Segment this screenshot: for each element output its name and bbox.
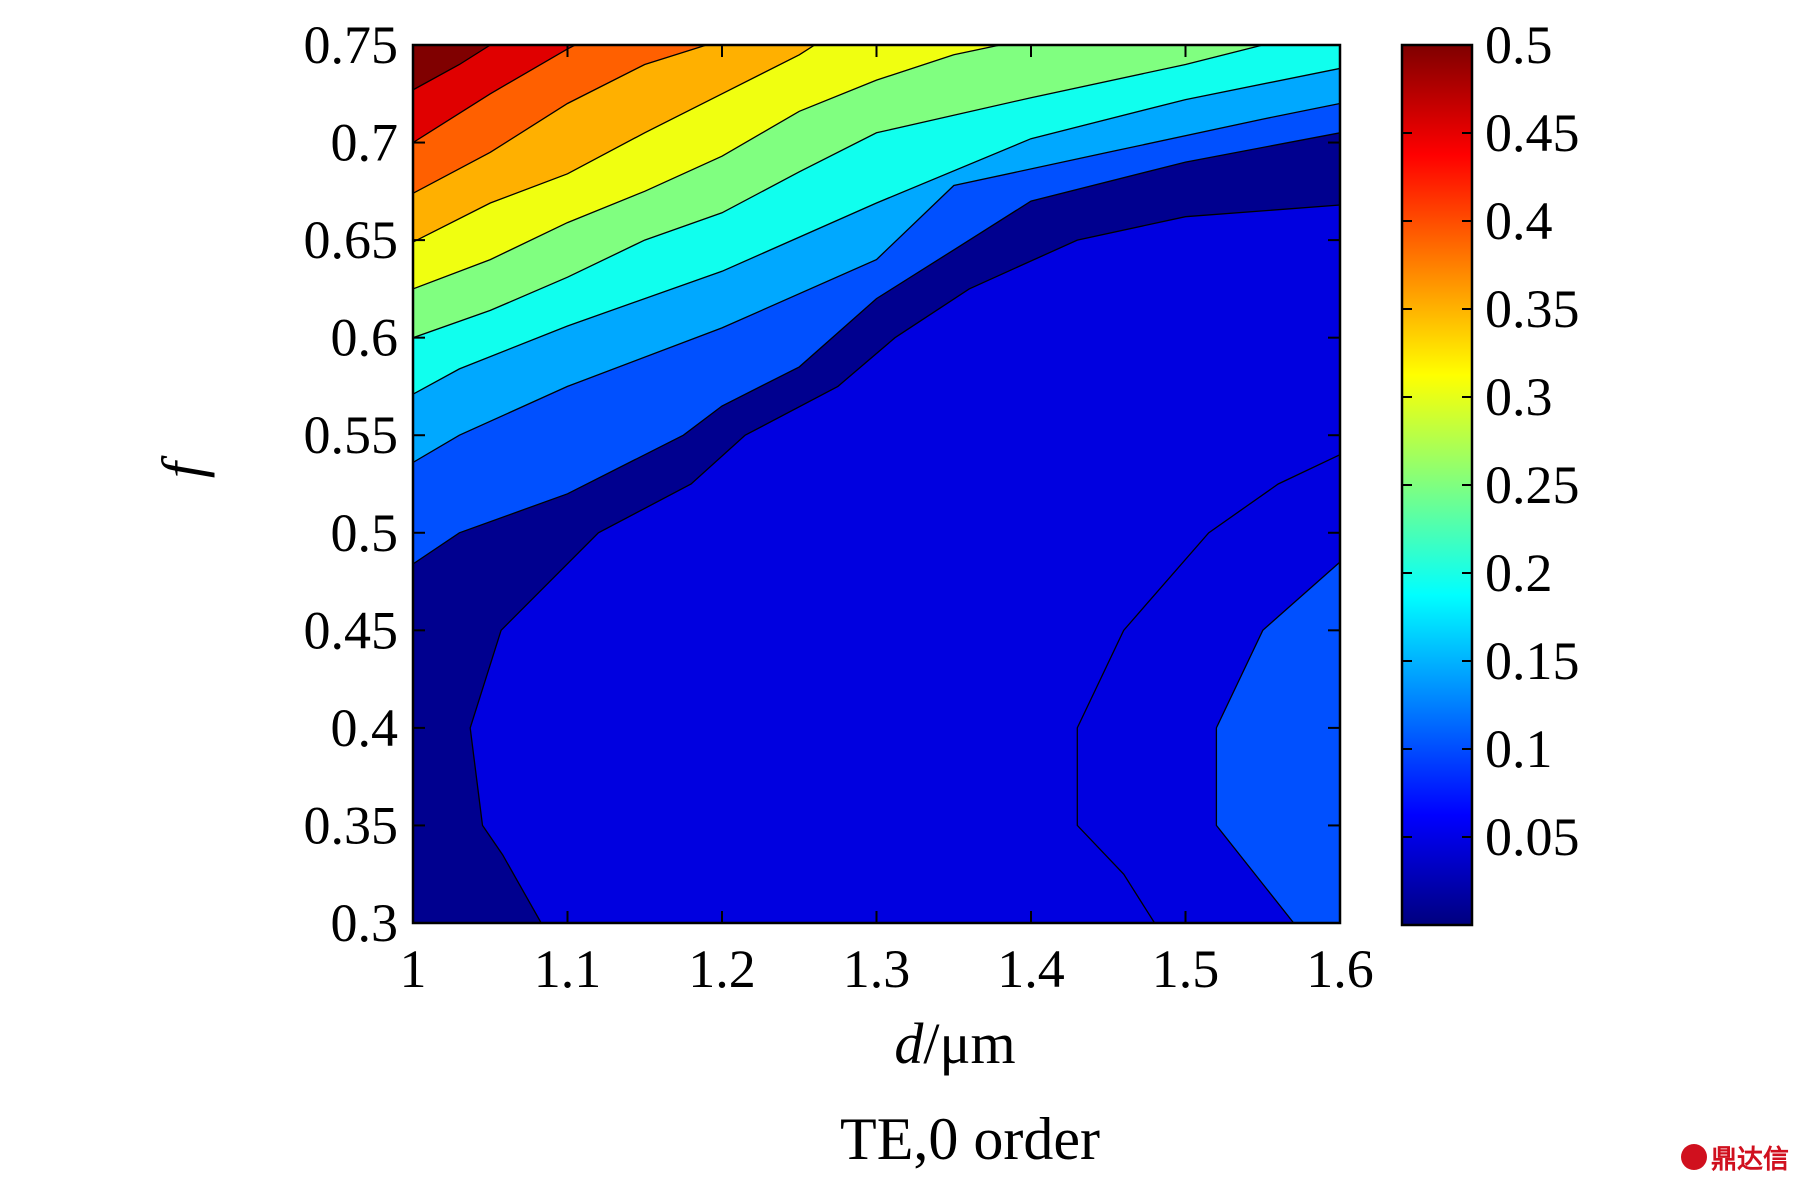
x-tick-label: 1 (400, 939, 427, 999)
contour-line-0.15 (413, 102, 1340, 464)
y-tick-label: 0.65 (304, 210, 399, 270)
contour-line-0.45 (413, 45, 576, 144)
contour-region-0.45 (413, 45, 1340, 143)
x-axis-ticks: 1 1.1 1.2 1.3 1.4 1.5 1.6 (400, 45, 1374, 999)
colorbar-tick-label: 0.05 (1485, 807, 1580, 867)
colorbar-tick-label: 0.35 (1485, 279, 1580, 339)
contour-region-0.35 (413, 45, 1340, 243)
colorbar-tick-label: 0.1 (1485, 719, 1553, 779)
colorbar-tick-label: 0.45 (1485, 103, 1580, 163)
contour-line-0.1 (1215, 561, 1340, 923)
x-tick-label: 1.4 (997, 939, 1065, 999)
y-axis-ticks: 0.3 0.35 0.4 0.45 0.5 0.55 0.6 0.65 0.7 0.75 (304, 15, 1340, 953)
contour-line-0.2 (413, 67, 1340, 395)
x-tick-label: 1.2 (688, 939, 756, 999)
watermark-icon (1680, 1144, 1707, 1170)
colorbar-tick-label: 0.5 (1485, 15, 1553, 75)
x-axis-label: d/μm (894, 1011, 1015, 1076)
x-tick-label: 1.6 (1306, 939, 1374, 999)
x-tick-label: 1.3 (843, 939, 911, 999)
colorbar-tick-label: 0.15 (1485, 631, 1580, 691)
contour-line-0.1 (413, 132, 1340, 565)
y-tick-label: 0.7 (331, 113, 399, 173)
y-tick-label: 0.45 (304, 600, 399, 660)
y-axis-label: f (150, 455, 215, 478)
y-tick-label: 0.6 (331, 308, 399, 368)
colorbar-ticks: 0.05 0.1 0.15 0.2 0.25 0.3 0.35 0.4 0.45 0.5 (1402, 15, 1580, 867)
colorbar-tick-label: 0.25 (1485, 455, 1580, 515)
contour-line-0.3 (413, 45, 1001, 290)
contour-lines (413, 45, 1340, 923)
y-tick-label: 0.4 (331, 698, 399, 758)
colorbar-tick-label: 0.2 (1485, 543, 1553, 603)
y-tick-label: 0.35 (304, 795, 399, 855)
contour-line-0.4 (413, 45, 707, 194)
contour-line-0.05 (469, 204, 1340, 923)
y-tick-label: 0.75 (304, 15, 399, 75)
contour-line-0.05 (1076, 454, 1340, 923)
watermark-text: 鼎达信 (1710, 1144, 1789, 1175)
contour-fill-regions (413, 45, 1340, 923)
colorbar (1400, 43, 1474, 927)
figure-caption: TE,0 order (840, 1106, 1100, 1172)
contour-line-0.25 (413, 45, 1263, 339)
y-tick-label: 0.3 (331, 893, 399, 953)
y-tick-label: 0.5 (331, 503, 399, 563)
colorbar-tick-label: 0.4 (1485, 191, 1553, 251)
watermark-logo: 鼎达信 (1680, 1137, 1789, 1177)
contour-line-0.5 (413, 45, 491, 91)
colorbar-tick-label: 0.3 (1485, 367, 1553, 427)
contour-line-0.35 (413, 45, 816, 243)
y-tick-label: 0.55 (304, 405, 399, 465)
x-tick-label: 1.5 (1152, 939, 1220, 999)
x-tick-label: 1.1 (534, 939, 602, 999)
contour-region-0.1 (1216, 562, 1340, 923)
